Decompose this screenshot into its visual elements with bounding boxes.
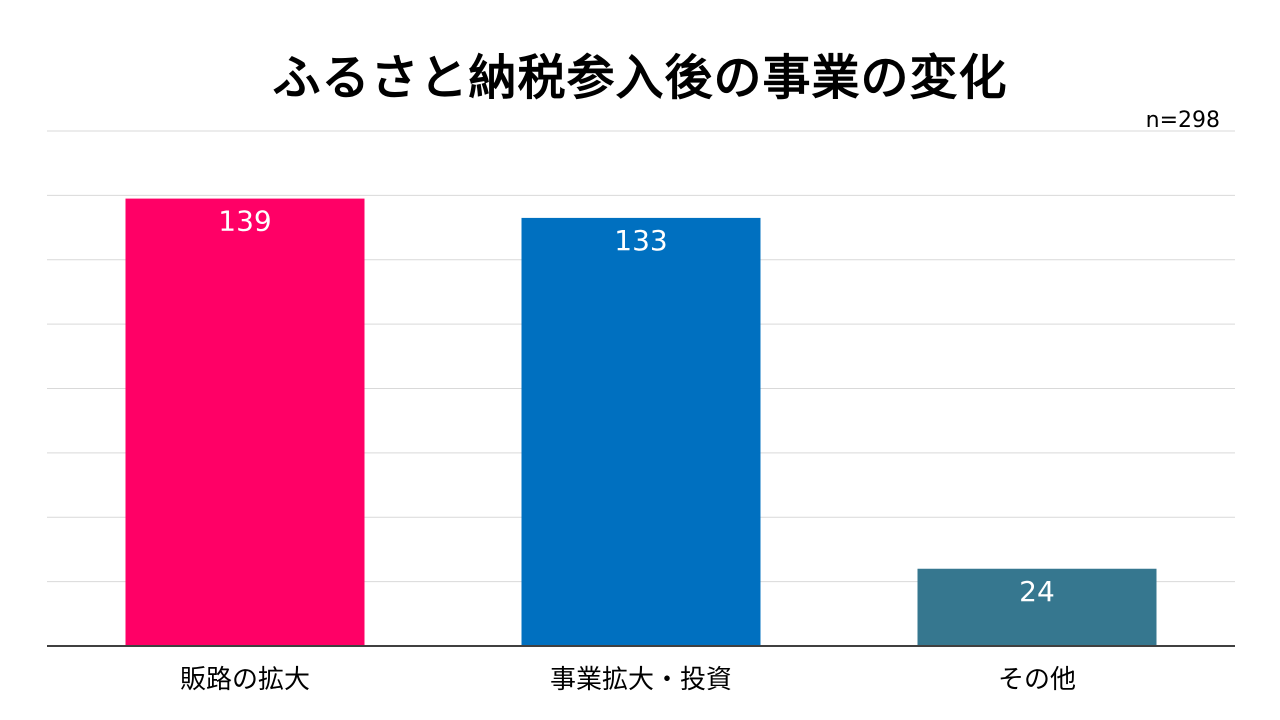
- value-labels: 139 133 24: [218, 205, 1055, 608]
- value-label-2: 133: [614, 224, 667, 257]
- bars: [125, 198, 1157, 646]
- chart-title: ふるさと納税参入後の事業の変化: [272, 50, 1008, 106]
- bar-3: [917, 568, 1157, 646]
- category-labels: 販路の拡大 事業拡大・投資 その他: [180, 665, 1076, 695]
- value-label-3: 24: [1019, 575, 1055, 608]
- category-label-1: 販路の拡大: [180, 665, 310, 695]
- bar-1: [125, 198, 365, 646]
- sample-size-label: n=298: [1145, 108, 1220, 133]
- category-label-3: その他: [998, 665, 1076, 695]
- value-label-1: 139: [218, 205, 271, 238]
- category-label-2: 事業拡大・投資: [550, 665, 732, 695]
- bar-2: [521, 217, 761, 646]
